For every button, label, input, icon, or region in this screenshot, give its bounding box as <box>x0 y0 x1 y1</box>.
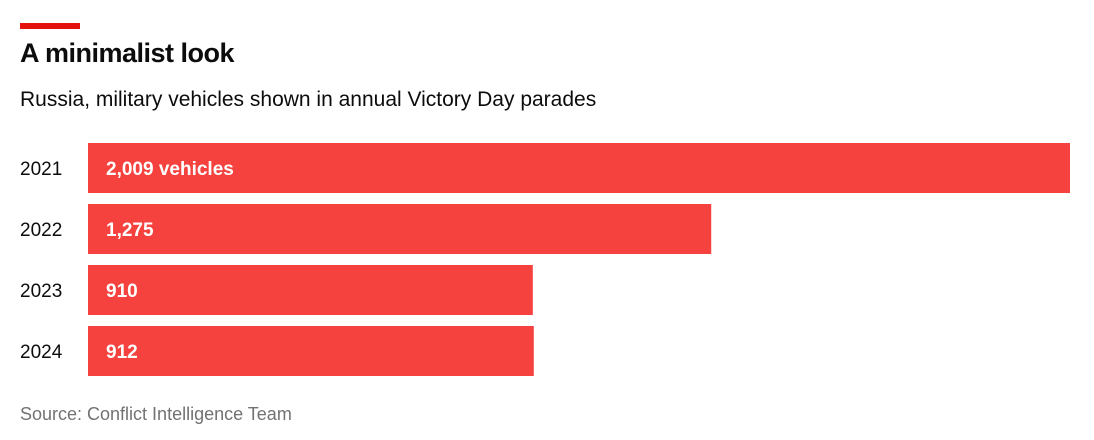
bar-2021 <box>88 143 1070 193</box>
category-label-2023: 2023 <box>20 281 62 302</box>
source-note: Source: Conflict Intelligence Team <box>20 404 292 424</box>
category-label-2024: 2024 <box>20 342 63 363</box>
data-label-2024: 912 <box>106 342 138 363</box>
category-label-2022: 2022 <box>20 220 62 241</box>
accent-bar <box>20 23 80 29</box>
bar-chart: 2021 2,009 vehicles 2022 1,275 2023 910 2024 91… <box>20 143 1070 376</box>
data-label-2023: 910 <box>106 281 138 302</box>
chart-title: A minimalist look <box>20 38 235 68</box>
data-label-2022: 1,275 <box>106 220 154 241</box>
category-label-2021: 2021 <box>20 159 62 180</box>
bar-2024 <box>88 326 534 376</box>
data-label-2021: 2,009 vehicles <box>106 159 234 180</box>
bar-2022 <box>88 204 712 254</box>
chart-subtitle: Russia, military vehicles shown in annua… <box>20 88 597 111</box>
bar-2023 <box>88 265 533 315</box>
